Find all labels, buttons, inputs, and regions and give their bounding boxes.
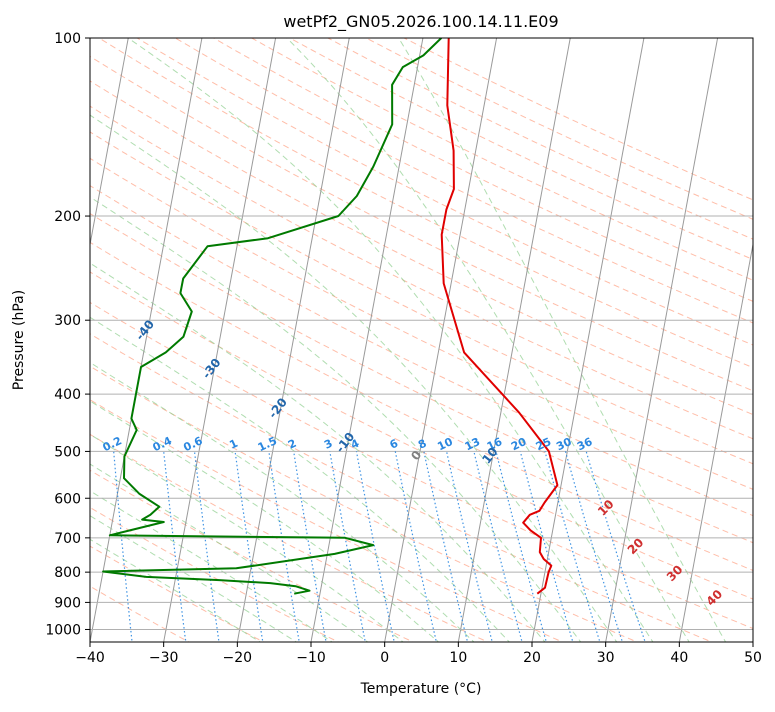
x-tick-label: 30 — [597, 650, 615, 666]
y-tick-label: 1000 — [45, 622, 81, 638]
y-tick-label: 100 — [54, 31, 81, 47]
x-tick-label: −40 — [75, 650, 105, 666]
x-tick-label: −20 — [223, 650, 253, 666]
x-tick-label: 20 — [523, 650, 541, 666]
x-tick-label: 0 — [380, 650, 389, 666]
y-tick-label: 200 — [54, 209, 81, 225]
chart-title: wetPf2_GN05.2026.100.14.11.E09 — [283, 12, 558, 32]
y-tick-label: 600 — [54, 491, 81, 507]
x-tick-label: 40 — [670, 650, 688, 666]
y-tick-label: 500 — [54, 444, 81, 460]
y-tick-label: 300 — [54, 313, 81, 329]
x-tick-label: 10 — [449, 650, 467, 666]
x-tick-label: 50 — [744, 650, 762, 666]
x-tick-label: −10 — [296, 650, 326, 666]
x-axis-label: Temperature (°C) — [360, 681, 482, 697]
y-tick-label: 900 — [54, 595, 81, 611]
y-axis-label: Pressure (hPa) — [11, 290, 27, 390]
x-tick-label: −30 — [149, 650, 179, 666]
y-tick-label: 700 — [54, 531, 81, 547]
y-tick-label: 400 — [54, 387, 81, 403]
y-tick-label: 800 — [54, 565, 81, 581]
